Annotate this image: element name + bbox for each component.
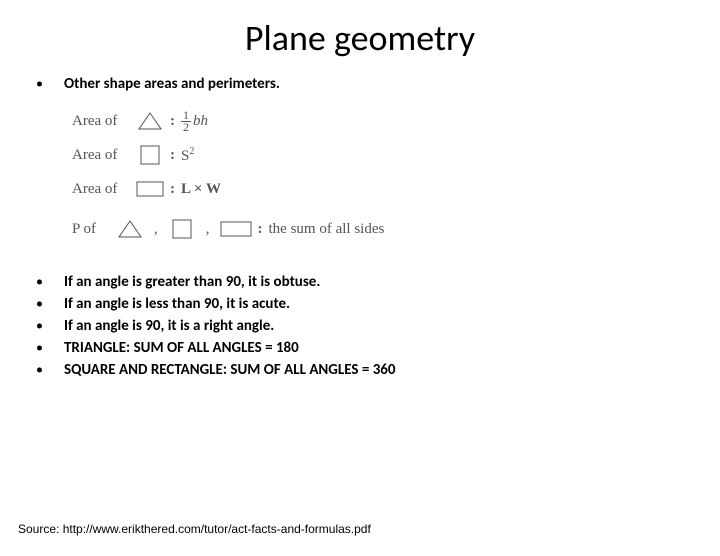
fraction-denominator: 2 [181, 122, 191, 133]
bullet-text: If an angle is 90, it is a right angle. [64, 316, 274, 336]
bottom-bullet-group: • If an angle is greater than 90, it is … [36, 272, 720, 380]
bullet-text: TRIANGLE: SUM OF ALL ANGLES = 180 [64, 338, 299, 358]
formula-label: Area of [72, 181, 132, 198]
triangle-icon [112, 219, 148, 239]
bullet-row: • Other shape areas and perimeters. [36, 74, 720, 94]
formula-rhs: bh [193, 113, 208, 130]
bullet-marker: • [36, 74, 64, 94]
formula-rhs: L × W [181, 181, 221, 198]
square-icon [132, 144, 168, 166]
source-citation: Source: http://www.erikthered.com/tutor/… [18, 522, 371, 536]
bullet-row: • If an angle is greater than 90, it is … [36, 272, 720, 292]
colon: : [170, 113, 175, 130]
formula-rhs: the sum of all sides [269, 221, 385, 238]
rectangle-icon [132, 179, 168, 199]
bullet-row: • If an angle is 90, it is a right angle… [36, 316, 720, 336]
fraction-half: 1 2 [181, 110, 191, 133]
top-bullet-group: • Other shape areas and perimeters. [36, 74, 720, 94]
formula-perimeter: P of , , : the sum of all sides [72, 212, 720, 246]
colon: : [258, 221, 263, 238]
bullet-marker: • [36, 272, 64, 292]
formula-rhs: S2 [181, 146, 194, 165]
bullet-text: SQUARE AND RECTANGLE: SUM OF ALL ANGLES … [64, 360, 396, 380]
rectangle-icon [216, 219, 256, 239]
bullet-text: Other shape areas and perimeters. [64, 74, 280, 94]
bullet-text: If an angle is less than 90, it is acute… [64, 294, 290, 314]
square-icon [164, 218, 200, 240]
separator: , [206, 221, 210, 238]
formula-area-triangle: Area of : 1 2 bh [72, 104, 720, 138]
colon: : [170, 181, 175, 198]
formula-area-square: Area of : S2 [72, 138, 720, 172]
bullet-marker: • [36, 294, 64, 314]
formula-label: Area of [72, 147, 132, 164]
formula-block: Area of : 1 2 bh Area of : S2 Area of : … [72, 104, 720, 246]
bullet-text: If an angle is greater than 90, it is ob… [64, 272, 320, 292]
bullet-row: • SQUARE AND RECTANGLE: SUM OF ALL ANGLE… [36, 360, 720, 380]
bullet-row: • If an angle is less than 90, it is acu… [36, 294, 720, 314]
colon: : [170, 147, 175, 164]
bullet-marker: • [36, 338, 64, 358]
separator: , [154, 221, 158, 238]
bullet-marker: • [36, 316, 64, 336]
triangle-icon [132, 111, 168, 131]
formula-area-rectangle: Area of : L × W [72, 172, 720, 206]
bullet-marker: • [36, 360, 64, 380]
formula-label: P of [72, 221, 112, 238]
formula-label: Area of [72, 113, 132, 130]
bullet-row: • TRIANGLE: SUM OF ALL ANGLES = 180 [36, 338, 720, 358]
page-title: Plane geometry [0, 16, 720, 60]
